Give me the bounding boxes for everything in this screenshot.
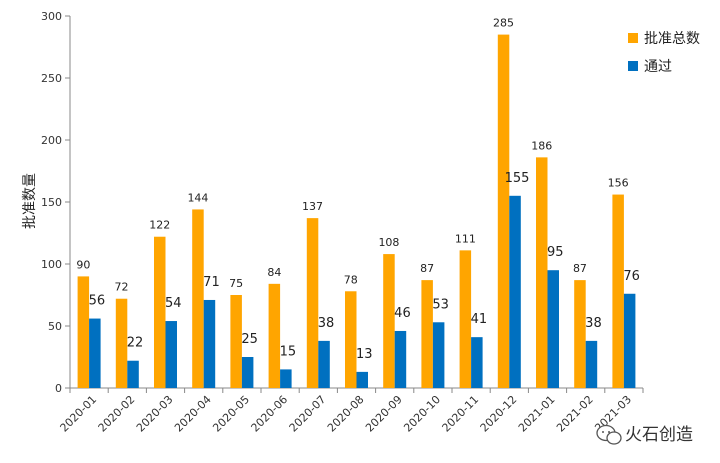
data-labels: 90 56 72 22 122 54 144 71 75 25 84 15 137 38 78 13 108 46… <box>76 17 640 362</box>
data-label-pass: 54 <box>165 296 182 311</box>
bar-total <box>574 280 586 388</box>
x-tick-label: 2021-01 <box>516 393 558 435</box>
x-tick-label: 2020-07 <box>287 393 329 435</box>
bar-total <box>536 157 548 388</box>
legend-swatch-pass <box>628 61 638 71</box>
bar-pass <box>165 321 177 388</box>
data-label-total: 75 <box>229 277 243 290</box>
y-axis: 0 50 100 150 200 250 300 <box>41 10 71 395</box>
x-tick-label: 2020-04 <box>172 393 214 435</box>
bar-total <box>268 283 281 388</box>
data-label-pass: 76 <box>623 269 640 284</box>
data-label-pass: 46 <box>394 306 411 321</box>
data-label-total: 137 <box>302 200 323 213</box>
y-tick-label: 200 <box>41 134 62 147</box>
data-label-total: 90 <box>76 258 90 271</box>
bar-total <box>345 291 357 388</box>
bar-pass <box>471 337 483 388</box>
data-label-pass: 25 <box>241 332 258 347</box>
y-tick-label: 50 <box>48 320 62 333</box>
bar-pass <box>509 195 521 388</box>
data-label-pass: 13 <box>356 347 373 362</box>
y-tick-label: 250 <box>41 72 62 85</box>
bar-total <box>154 236 166 388</box>
x-tick-label: 2020-05 <box>210 393 252 435</box>
data-label-pass: 56 <box>89 294 106 309</box>
bar-pass <box>585 340 598 388</box>
x-tick-label: 2020-08 <box>325 393 367 435</box>
data-label-total: 108 <box>378 236 399 249</box>
data-label-pass: 95 <box>547 245 564 260</box>
y-axis-label: 批准数量 <box>22 173 38 229</box>
bar-total <box>77 276 90 388</box>
bar-total <box>612 194 624 388</box>
bar-total <box>383 254 395 388</box>
legend-swatch-total <box>628 33 638 43</box>
bar-pass <box>547 270 559 388</box>
data-label-total: 156 <box>608 177 629 190</box>
x-tick-label: 2020-10 <box>401 393 443 435</box>
x-tick-label: 2020-02 <box>96 393 138 435</box>
data-label-total: 111 <box>455 232 476 245</box>
wechat-bubble-icon <box>596 424 622 445</box>
x-tick-label: 2020-11 <box>440 393 482 435</box>
legend: 批准总数 通过 <box>628 31 700 75</box>
watermark-text: 火石创造 <box>625 425 693 445</box>
data-label-pass: 71 <box>203 275 220 290</box>
data-label-total: 84 <box>267 266 281 279</box>
x-axis: 2020-012020-022020-032020-042020-052020-… <box>58 387 644 435</box>
data-label-total: 285 <box>493 17 514 30</box>
y-tick-label: 300 <box>41 10 62 23</box>
bar-pass <box>241 357 254 388</box>
bar-total <box>230 295 242 388</box>
data-label-pass: 22 <box>127 336 144 351</box>
legend-label-pass: 通过 <box>644 59 672 75</box>
bar-pass <box>89 318 101 388</box>
data-label-pass: 15 <box>280 344 297 359</box>
data-label-pass: 38 <box>585 316 602 331</box>
bar-total <box>115 298 128 388</box>
y-tick-label: 0 <box>55 382 62 395</box>
y-tick-label: 100 <box>41 258 62 271</box>
bar-pass <box>623 293 636 388</box>
data-label-pass: 53 <box>432 297 449 312</box>
x-tick-label: 2020-03 <box>134 393 176 435</box>
bar-pass <box>432 322 445 388</box>
bar-total <box>459 250 472 388</box>
data-label-total: 122 <box>149 219 170 232</box>
data-label-total: 87 <box>573 262 587 275</box>
x-tick-label: 2020-06 <box>249 393 291 435</box>
bar-total <box>421 280 433 388</box>
bars <box>77 34 636 388</box>
bar-pass <box>318 340 330 388</box>
data-label-pass: 38 <box>318 316 335 331</box>
x-tick-label: 2020-01 <box>58 393 100 435</box>
x-tick-label: 2020-12 <box>478 393 520 435</box>
watermark: 火石创造 <box>596 424 693 445</box>
data-label-total: 72 <box>115 281 129 294</box>
data-label-pass: 41 <box>471 312 488 327</box>
bar-pass <box>280 369 292 388</box>
x-tick-label: 2021-02 <box>554 393 596 435</box>
data-label-total: 186 <box>531 139 552 152</box>
data-label-pass: 155 <box>505 171 530 186</box>
bar-pass <box>356 371 368 388</box>
x-tick-label: 2020-09 <box>363 393 405 435</box>
y-tick-label: 150 <box>41 196 62 209</box>
data-label-total: 87 <box>420 262 434 275</box>
bar-pass <box>394 330 407 388</box>
data-label-total: 144 <box>187 191 208 204</box>
bar-pass <box>127 360 139 388</box>
bar-total <box>497 34 510 388</box>
bar-total <box>306 218 319 388</box>
data-label-total: 78 <box>344 273 358 286</box>
bar-total <box>192 209 204 388</box>
bar-pass <box>203 299 216 388</box>
legend-label-total: 批准总数 <box>644 31 700 47</box>
